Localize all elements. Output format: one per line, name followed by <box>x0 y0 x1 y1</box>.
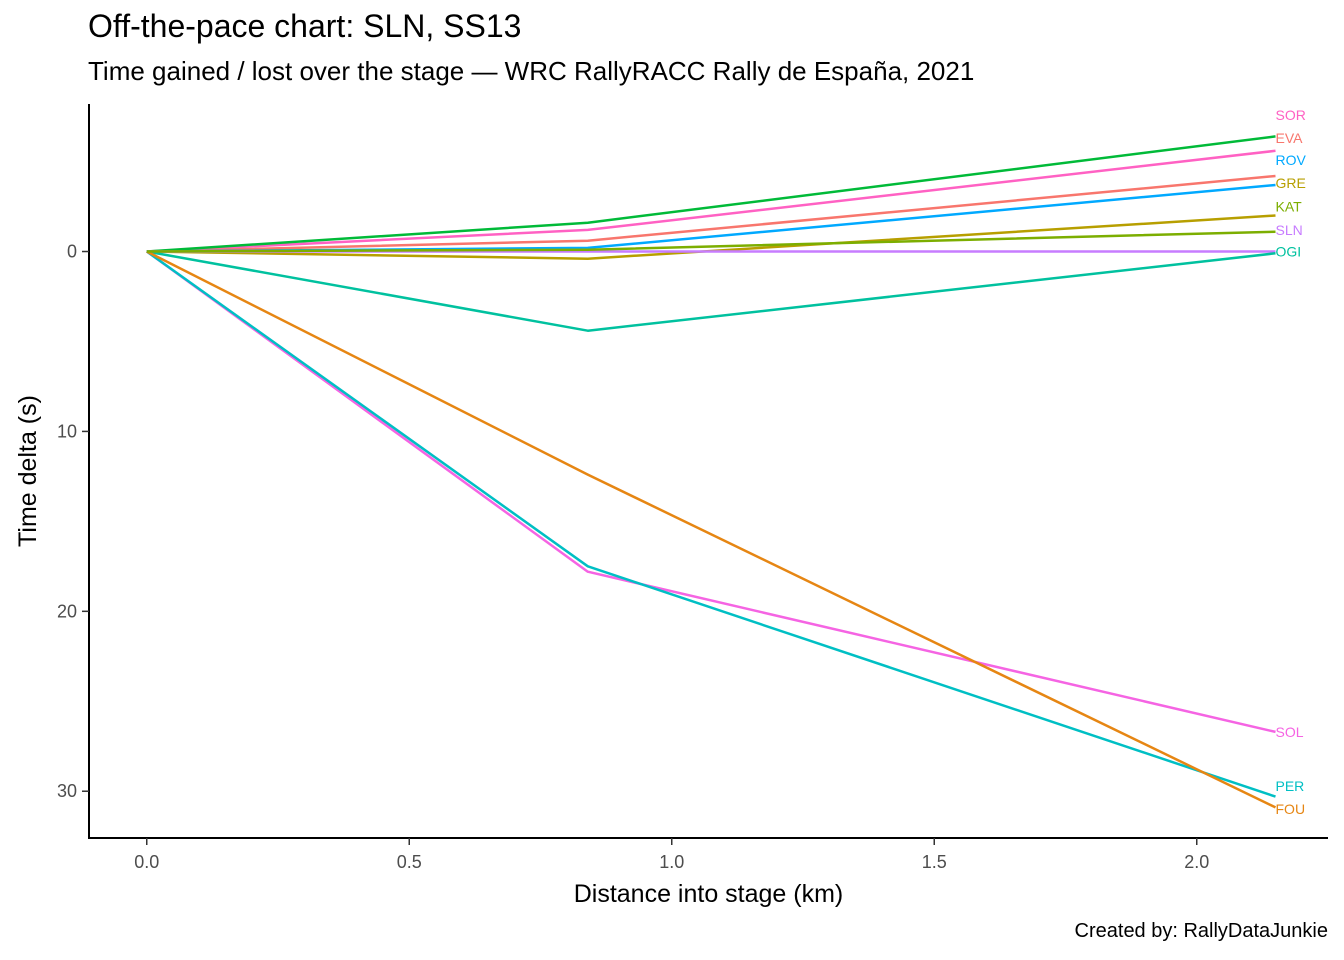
series-line-gre <box>146 214 1276 260</box>
series-line-sol <box>146 250 1276 734</box>
series-line-per <box>146 250 1276 798</box>
series-line-fou <box>146 250 1277 809</box>
end-label-eva: EVA <box>1276 130 1304 146</box>
series-lines <box>146 135 1277 809</box>
x-tick-label: 1.5 <box>922 852 947 872</box>
end-labels: SOR EVA ROV GRE KAT SLN OGI SOL PER FOU <box>1276 107 1307 817</box>
y-axis-title: Time delta (s) <box>14 395 42 547</box>
x-tick-label: 0.0 <box>134 852 159 872</box>
series-line-ogi <box>146 250 1276 332</box>
end-label-kat: KAT <box>1276 199 1303 215</box>
x-tick-label: 0.5 <box>397 852 422 872</box>
end-label-per: PER <box>1276 778 1305 794</box>
end-label-sln: SLN <box>1276 222 1303 238</box>
x-axis-title: Distance into stage (km) <box>574 880 844 908</box>
x-axis-ticks: 0.0 0.5 1.0 1.5 2.0 <box>134 838 1209 872</box>
y-axis-ticks: 0 10 20 30 <box>57 242 89 801</box>
chart-caption: Created by: RallyDataJunkie <box>1074 920 1328 942</box>
y-tick-label: 0 <box>67 242 77 262</box>
series-line-eva <box>146 174 1276 253</box>
end-label-fou: FOU <box>1276 801 1306 817</box>
x-tick-label: 1.0 <box>659 852 684 872</box>
y-tick-label: 30 <box>57 781 77 801</box>
y-tick-label: 20 <box>57 601 77 621</box>
series-line-unlabelled <box>146 230 1276 253</box>
x-tick-label: 2.0 <box>1184 852 1209 872</box>
y-tick-label: 10 <box>57 421 77 441</box>
series-line-kat <box>146 135 1276 253</box>
chart-title: Off-the-pace chart: SLN, SS13 <box>88 8 522 44</box>
series-line-sor <box>146 149 1276 253</box>
end-label-gre: GRE <box>1276 175 1306 191</box>
chart-subtitle: Time gained / lost over the stage — WRC … <box>88 56 975 86</box>
end-label-sol: SOL <box>1276 724 1304 740</box>
end-label-sor: SOR <box>1276 107 1306 123</box>
end-label-rov: ROV <box>1276 152 1307 168</box>
end-label-ogi: OGI <box>1276 244 1302 260</box>
